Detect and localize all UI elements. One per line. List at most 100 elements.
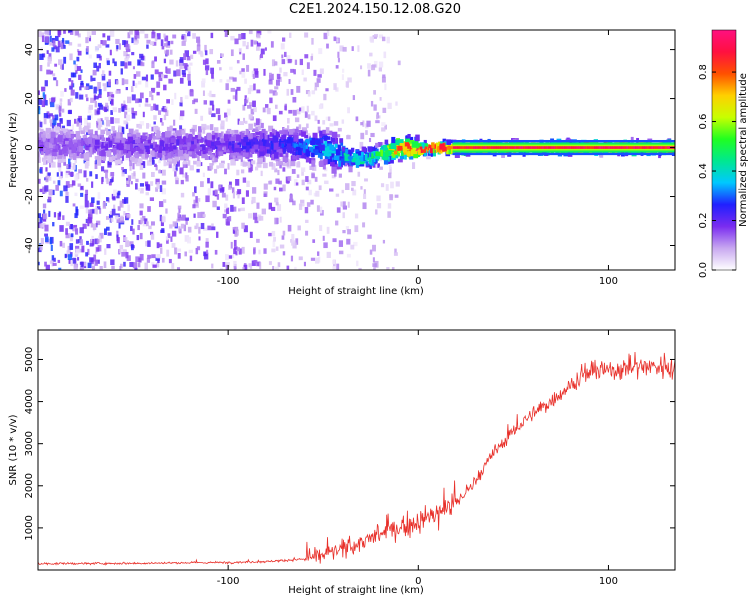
heatmap-band-cell <box>165 137 172 143</box>
heatmap-noise-cell <box>58 165 62 172</box>
heatmap-band-cell <box>382 153 388 161</box>
heatmap-band-cell <box>197 132 202 136</box>
heatmap-band-cell <box>230 152 235 158</box>
heatmap-noise-cell <box>145 80 149 88</box>
heatmap-noise-cell <box>52 189 55 196</box>
heatmap-band-cell <box>407 133 411 139</box>
heatmap-noise-cell <box>214 189 218 195</box>
heatmap-band-cell <box>169 125 173 132</box>
heatmap-noise-cell <box>105 102 109 109</box>
spectrogram-heatmap <box>38 30 675 270</box>
heatmap-noise-cell <box>244 95 247 101</box>
heatmap-noise-cell <box>331 175 336 179</box>
heatmap-noise-cell <box>225 116 228 122</box>
heatmap-noise-cell <box>311 110 315 116</box>
heatmap-band-cell <box>97 125 101 130</box>
heatmap-band-cell <box>190 144 196 149</box>
heatmap-noise-cell <box>194 108 198 114</box>
heatmap-band-cell <box>269 132 274 137</box>
heatmap-noise-cell <box>190 88 194 93</box>
heatmap-line-cell <box>619 146 623 149</box>
heatmap-band-cell <box>106 130 111 136</box>
heatmap-noise-cell <box>193 98 198 103</box>
heatmap-noise-cell <box>60 64 63 70</box>
heatmap-noise-cell <box>209 163 214 170</box>
heatmap-noise-cell <box>176 69 181 77</box>
heatmap-band-cell <box>132 135 138 142</box>
heatmap-noise-cell <box>241 246 245 254</box>
heatmap-noise-cell <box>393 252 398 256</box>
heatmap-noise-cell <box>196 168 200 173</box>
heatmap-noise-cell <box>46 114 51 119</box>
heatmap-noise-cell <box>45 167 48 172</box>
heatmap-noise-cell <box>79 236 82 240</box>
x-tick-label: 0 <box>415 276 421 287</box>
heatmap-noise-cell <box>301 169 304 176</box>
heatmap-noise-cell <box>383 51 387 59</box>
heatmap-line-cell <box>518 146 522 149</box>
heatmap-noise-cell <box>155 165 158 171</box>
heatmap-noise-cell <box>150 155 155 163</box>
heatmap-noise-cell <box>80 261 84 268</box>
heatmap-noise-cell <box>326 43 329 49</box>
heatmap-band-cell <box>125 151 132 158</box>
heatmap-band-cell <box>52 140 57 145</box>
heatmap-noise-cell <box>395 181 400 187</box>
heatmap-band-cell <box>448 148 454 155</box>
heatmap-noise-cell <box>132 66 135 70</box>
heatmap-band-cell <box>63 134 67 142</box>
heatmap-line-cell <box>550 146 554 149</box>
heatmap-noise-cell <box>49 237 53 245</box>
heatmap-noise-cell <box>39 243 43 251</box>
heatmap-noise-cell <box>46 176 52 181</box>
heatmap-noise-cell <box>52 180 56 184</box>
heatmap-noise-cell <box>188 71 191 76</box>
heatmap-band-cell <box>359 141 364 149</box>
heatmap-noise-cell <box>99 232 104 239</box>
heatmap-band-cell <box>338 151 342 156</box>
heatmap-band-cell <box>47 134 52 139</box>
heatmap-noise-cell <box>109 91 114 96</box>
heatmap-noise-cell <box>39 223 43 229</box>
heatmap-noise-cell <box>116 80 119 85</box>
heatmap-band-cell <box>46 146 51 150</box>
heatmap-line-cell <box>566 146 570 149</box>
heatmap-noise-cell <box>160 229 165 233</box>
heatmap-noise-cell <box>253 122 257 127</box>
heatmap-band-cell <box>89 132 93 140</box>
heatmap-noise-cell <box>44 185 49 192</box>
heatmap-noise-cell <box>102 202 107 209</box>
heatmap-noise-cell <box>86 122 91 129</box>
heatmap-noise-cell <box>185 30 188 33</box>
heatmap-band-cell <box>175 150 179 157</box>
heatmap-line-cell <box>641 146 645 149</box>
heatmap-noise-cell <box>260 122 264 129</box>
heatmap-noise-cell <box>298 256 303 261</box>
heatmap-noise-cell <box>203 252 209 260</box>
heatmap-noise-cell <box>305 219 309 223</box>
heatmap-noise-cell <box>164 35 169 42</box>
heatmap-noise-cell <box>76 49 80 53</box>
heatmap-noise-cell <box>258 131 262 135</box>
heatmap-noise-cell <box>256 261 261 267</box>
heatmap-band-cell <box>162 132 166 138</box>
heatmap-noise-cell <box>90 75 93 82</box>
heatmap-line-cell <box>591 146 595 149</box>
heatmap-band-cell <box>241 144 247 150</box>
heatmap-noise-cell <box>219 79 223 83</box>
heatmap-band-cell <box>317 126 321 134</box>
heatmap-band-cell <box>211 152 216 156</box>
heatmap-noise-cell <box>88 212 93 219</box>
heatmap-noise-cell <box>372 263 377 267</box>
heatmap-band-cell <box>224 134 228 142</box>
heatmap-band-cell <box>76 151 80 156</box>
heatmap-noise-cell <box>65 233 70 239</box>
heatmap-noise-cell <box>166 239 169 244</box>
heatmap-noise-cell <box>105 216 109 220</box>
heatmap-band-cell <box>103 156 106 161</box>
heatmap-noise-cell <box>151 61 155 69</box>
heatmap-noise-cell <box>337 127 342 132</box>
heatmap-band-cell <box>431 142 435 149</box>
